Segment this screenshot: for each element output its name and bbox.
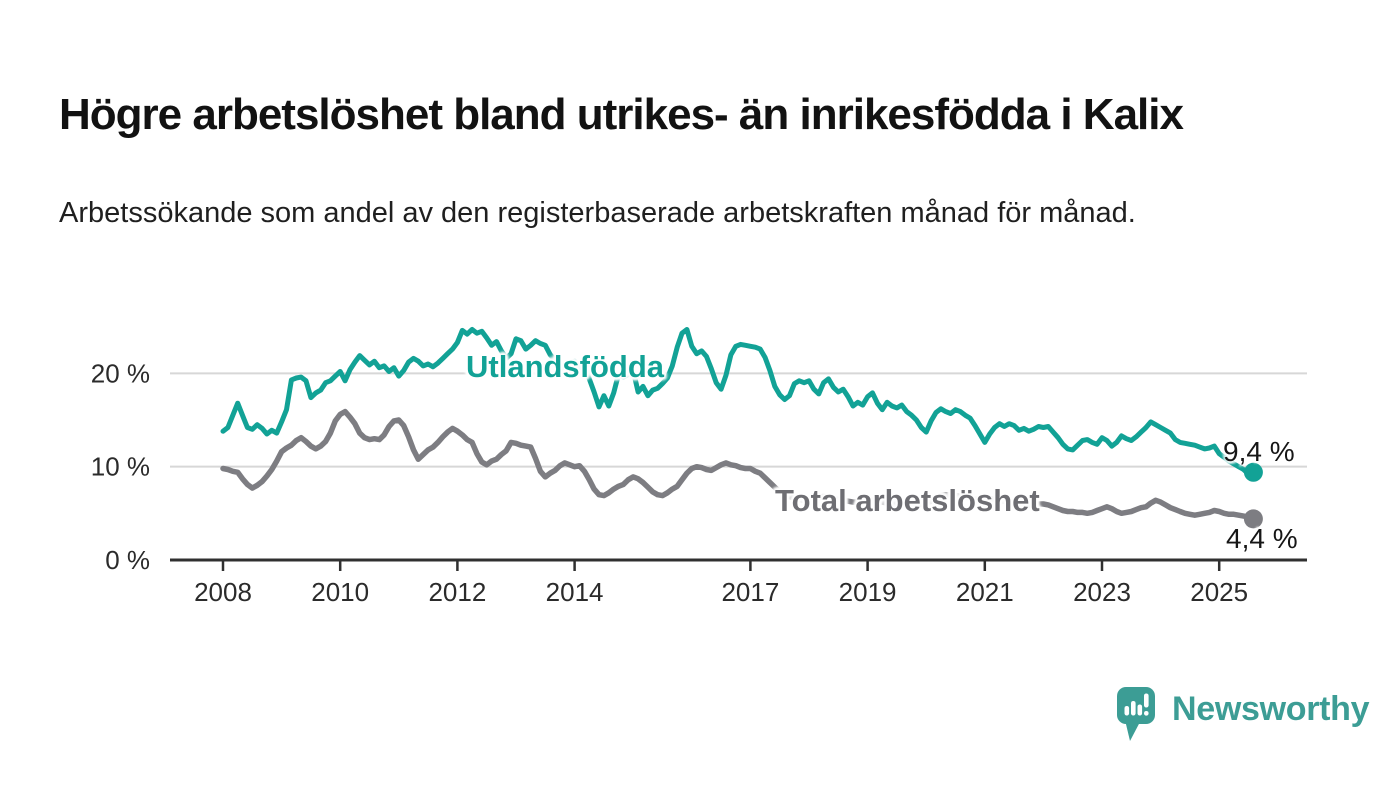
- x-tick-label: 2010: [311, 577, 369, 607]
- series-end-dot: [1243, 509, 1263, 529]
- x-tick-label: 2025: [1190, 577, 1248, 607]
- brand-name: Newsworthy: [1172, 690, 1370, 728]
- x-tick-label: 2014: [546, 577, 604, 607]
- x-tick-label: 2012: [428, 577, 486, 607]
- series-label-total-arbetsloshet: Total arbetslöshet: [775, 483, 1040, 518]
- series-label-utlandsfodda: Utlandsfödda: [466, 349, 665, 384]
- series-line-utlandsf-dda: [220, 327, 1256, 477]
- x-tick-label: 2021: [956, 577, 1014, 607]
- bar-chart-speech-bubble-icon: [1117, 687, 1155, 741]
- end-value-label-total: 4,4 %: [1226, 523, 1298, 554]
- y-tick-label: 20 %: [91, 358, 150, 388]
- x-tick-label: 2017: [721, 577, 779, 607]
- y-tick-label: 0 %: [105, 545, 150, 575]
- end-value-label-utlandsfodda: 9,4 %: [1223, 436, 1295, 467]
- y-tick-label: 10 %: [91, 452, 150, 482]
- page-title: Högre arbetslöshet bland utrikes- än inr…: [59, 90, 1184, 140]
- series-end-dot: [1243, 462, 1263, 482]
- x-tick-label: 2023: [1073, 577, 1131, 607]
- page-subtitle: Arbetssökande som andel av den registerb…: [59, 197, 1136, 229]
- x-tick-label: 2008: [194, 577, 252, 607]
- x-tick-label: 2019: [839, 577, 897, 607]
- newsworthy-logo: Newsworthy: [1116, 686, 1370, 744]
- series-line-total-arbetsl-shet: [220, 408, 1257, 522]
